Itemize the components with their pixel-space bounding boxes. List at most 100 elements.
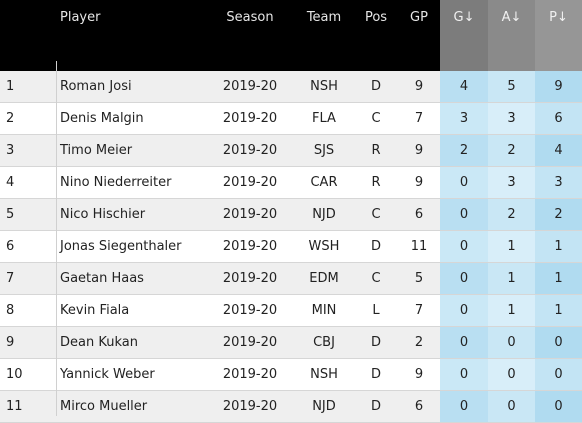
season-cell: 2019-20 [206, 326, 294, 359]
season-cell: 2019-20 [206, 134, 294, 167]
header-row: Player Season Team Pos GP G↓ A↓ P↓ [0, 0, 582, 71]
rank-cell: 9 [0, 326, 56, 359]
season-cell: 2019-20 [206, 102, 294, 135]
assists-cell: 1 [488, 294, 535, 327]
season-cell: 2019-20 [206, 390, 294, 423]
team-cell[interactable]: EDM [294, 262, 354, 295]
table-row[interactable]: 8 Kevin Fiala 2019-20 MIN L 7 0 1 1 [0, 294, 582, 327]
position-cell: C [354, 198, 398, 231]
player-name-cell[interactable]: Timo Meier [56, 134, 206, 167]
column-header-team[interactable]: Team [294, 0, 354, 71]
table-row[interactable]: 5 Nico Hischier 2019-20 NJD C 6 0 2 2 [0, 198, 582, 231]
rank-cell: 8 [0, 294, 56, 327]
player-name-cell[interactable]: Jonas Siegenthaler [56, 230, 206, 263]
position-cell: R [354, 134, 398, 167]
points-cell: 1 [535, 230, 582, 263]
goals-cell: 0 [440, 230, 488, 263]
points-cell: 0 [535, 390, 582, 423]
position-cell: D [354, 71, 398, 103]
team-cell[interactable]: WSH [294, 230, 354, 263]
assists-cell: 3 [488, 166, 535, 199]
column-header-rank [0, 0, 56, 71]
rank-cell: 11 [0, 390, 56, 423]
points-cell: 0 [535, 358, 582, 391]
table-row[interactable]: 7 Gaetan Haas 2019-20 EDM C 5 0 1 1 [0, 262, 582, 295]
position-cell: L [354, 294, 398, 327]
assists-cell: 2 [488, 134, 535, 167]
table-row[interactable]: 9 Dean Kukan 2019-20 CBJ D 2 0 0 0 [0, 326, 582, 359]
assists-cell: 0 [488, 326, 535, 359]
table-row[interactable]: 1 Roman Josi 2019-20 NSH D 9 4 5 9 [0, 71, 582, 103]
assists-cell: 0 [488, 358, 535, 391]
player-name-cell[interactable]: Dean Kukan [56, 326, 206, 359]
column-header-gp[interactable]: GP [398, 0, 440, 71]
table-row[interactable]: 2 Denis Malgin 2019-20 FLA C 7 3 3 6 [0, 102, 582, 135]
player-name-cell[interactable]: Gaetan Haas [56, 262, 206, 295]
games-played-cell: 9 [398, 166, 440, 199]
season-cell: 2019-20 [206, 262, 294, 295]
goals-cell: 0 [440, 262, 488, 295]
assists-cell: 2 [488, 198, 535, 231]
rank-column-divider [56, 61, 57, 416]
team-cell[interactable]: CAR [294, 166, 354, 199]
assists-cell: 1 [488, 262, 535, 295]
games-played-cell: 7 [398, 102, 440, 135]
points-cell: 1 [535, 262, 582, 295]
rank-cell: 3 [0, 134, 56, 167]
games-played-cell: 2 [398, 326, 440, 359]
assists-cell: 1 [488, 230, 535, 263]
rank-cell: 2 [0, 102, 56, 135]
player-name-cell[interactable]: Yannick Weber [56, 358, 206, 391]
games-played-cell: 9 [398, 358, 440, 391]
player-name-cell[interactable]: Roman Josi [56, 71, 206, 103]
team-cell[interactable]: CBJ [294, 326, 354, 359]
points-cell: 1 [535, 294, 582, 327]
table-row[interactable]: 6 Jonas Siegenthaler 2019-20 WSH D 11 0 … [0, 230, 582, 263]
player-name-cell[interactable]: Kevin Fiala [56, 294, 206, 327]
season-cell: 2019-20 [206, 230, 294, 263]
team-cell[interactable]: NSH [294, 358, 354, 391]
goals-cell: 2 [440, 134, 488, 167]
goals-cell: 4 [440, 71, 488, 103]
goals-cell: 3 [440, 102, 488, 135]
position-cell: C [354, 102, 398, 135]
player-name-cell[interactable]: Denis Malgin [56, 102, 206, 135]
player-name-cell[interactable]: Nico Hischier [56, 198, 206, 231]
position-cell: D [354, 230, 398, 263]
column-header-points[interactable]: P↓ [535, 0, 582, 71]
rank-cell: 1 [0, 71, 56, 103]
points-cell: 9 [535, 71, 582, 103]
table-row[interactable]: 4 Nino Niederreiter 2019-20 CAR R 9 0 3 … [0, 166, 582, 199]
assists-cell: 3 [488, 102, 535, 135]
season-cell: 2019-20 [206, 166, 294, 199]
team-cell[interactable]: NJD [294, 198, 354, 231]
points-cell: 4 [535, 134, 582, 167]
position-cell: D [354, 326, 398, 359]
team-cell[interactable]: NJD [294, 390, 354, 423]
season-cell: 2019-20 [206, 358, 294, 391]
games-played-cell: 5 [398, 262, 440, 295]
column-header-pos[interactable]: Pos [354, 0, 398, 71]
table-row[interactable]: 10 Yannick Weber 2019-20 NSH D 9 0 0 0 [0, 358, 582, 391]
position-cell: R [354, 166, 398, 199]
team-cell[interactable]: FLA [294, 102, 354, 135]
player-name-cell[interactable]: Mirco Mueller [56, 390, 206, 423]
games-played-cell: 6 [398, 198, 440, 231]
player-name-cell[interactable]: Nino Niederreiter [56, 166, 206, 199]
points-cell: 3 [535, 166, 582, 199]
team-cell[interactable]: SJS [294, 134, 354, 167]
games-played-cell: 6 [398, 390, 440, 423]
column-header-goals[interactable]: G↓ [440, 0, 488, 71]
column-header-player[interactable]: Player [56, 0, 206, 71]
table-row[interactable]: 3 Timo Meier 2019-20 SJS R 9 2 2 4 [0, 134, 582, 167]
team-cell[interactable]: MIN [294, 294, 354, 327]
rank-cell: 10 [0, 358, 56, 391]
table-row[interactable]: 11 Mirco Mueller 2019-20 NJD D 6 0 0 0 [0, 390, 582, 423]
column-header-season[interactable]: Season [206, 0, 294, 71]
goals-cell: 0 [440, 198, 488, 231]
team-cell[interactable]: NSH [294, 71, 354, 103]
column-header-assists[interactable]: A↓ [488, 0, 535, 71]
table-header: Player Season Team Pos GP G↓ A↓ P↓ [0, 0, 582, 71]
season-cell: 2019-20 [206, 198, 294, 231]
